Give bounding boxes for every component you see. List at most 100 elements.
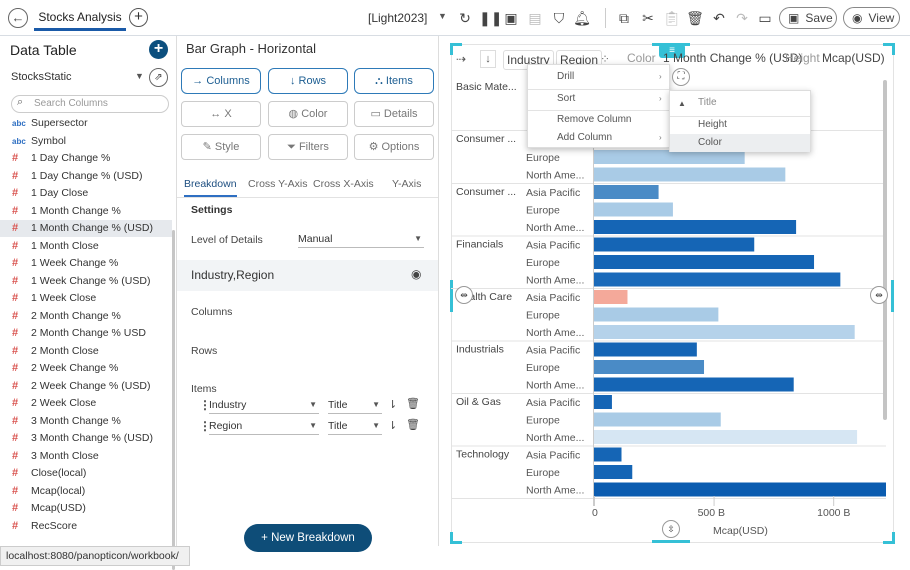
- column-item[interactable]: # Mcap(USD): [0, 500, 172, 517]
- options-button[interactable]: ⚙ Options: [354, 134, 434, 160]
- redo-icon[interactable]: ↷: [736, 10, 748, 26]
- drag-grip-icon[interactable]: ⋮: [199, 398, 211, 412]
- cut-icon[interactable]: ✂: [642, 10, 654, 26]
- column-item[interactable]: #1 Month Change % (USD): [0, 220, 172, 237]
- copy-icon[interactable]: ⧉: [619, 10, 629, 26]
- view-button[interactable]: ◉ View: [843, 7, 900, 29]
- details-button[interactable]: ▭ Details: [354, 101, 434, 127]
- column-item[interactable]: #2 Week Close: [0, 395, 172, 412]
- breakdown-row[interactable]: Industry,Region ◉: [177, 260, 438, 291]
- height-chip[interactable]: Height: [785, 51, 820, 65]
- pdf-icon[interactable]: ▤: [528, 10, 542, 26]
- tab-cross-y-axis[interactable]: Cross Y-Axis: [248, 178, 308, 190]
- sort-order-icon[interactable]: ⇂: [388, 420, 398, 432]
- fullscreen-icon[interactable]: ⛶: [672, 68, 690, 86]
- column-item[interactable]: # RecScore: [0, 518, 172, 535]
- sort-down-icon[interactable]: ↓: [480, 50, 496, 68]
- drag-grip-icon[interactable]: ⋮: [199, 419, 211, 433]
- item-mode-select[interactable]: Title ▼: [328, 417, 382, 435]
- resize-corner-tr[interactable]: [883, 43, 895, 55]
- items-button[interactable]: ⛬ Items: [354, 68, 434, 94]
- paste-icon[interactable]: 📋︎: [663, 10, 681, 26]
- column-item[interactable]: #3 Month Change %: [0, 413, 172, 430]
- menu-item-add-column[interactable]: Add Column: [557, 132, 613, 143]
- column-item[interactable]: abc Supersector: [0, 115, 172, 132]
- resize-handle-right[interactable]: [891, 280, 894, 312]
- column-item[interactable]: #1 Day Close: [0, 185, 172, 202]
- rows-button[interactable]: ↓ Rows: [268, 68, 348, 94]
- columns-button[interactable]: → Columns: [181, 68, 261, 94]
- theme-selector[interactable]: [Light2023]: [368, 11, 428, 25]
- x-button[interactable]: ↔ X: [181, 101, 261, 127]
- filters-button[interactable]: ⏷ Filters: [268, 134, 348, 160]
- data-source-select[interactable]: StocksStatic: [11, 71, 72, 83]
- column-item[interactable]: #1 Week Close: [0, 290, 172, 307]
- column-item[interactable]: #1 Month Change %: [0, 203, 172, 220]
- refresh-icon[interactable]: ↻: [459, 10, 471, 26]
- expand-horizontal-icon[interactable]: ⇹: [870, 286, 888, 304]
- camera-icon[interactable]: ▣: [504, 10, 518, 26]
- resize-corner-br[interactable]: [883, 532, 895, 544]
- column-item[interactable]: #2 Month Close: [0, 343, 172, 360]
- column-item[interactable]: #3 Month Change % (USD): [0, 430, 172, 447]
- scatter-icon[interactable]: ⁘: [600, 52, 611, 66]
- column-item[interactable]: #2 Month Change % USD: [0, 325, 172, 342]
- comment-icon[interactable]: ▭: [758, 10, 772, 26]
- submenu-item-title[interactable]: Title: [698, 97, 717, 108]
- column-item[interactable]: #1 Week Change % (USD): [0, 273, 172, 290]
- back-icon[interactable]: ←: [8, 8, 28, 28]
- column-item[interactable]: #1 Month Close: [0, 238, 172, 255]
- menu-item-remove-column[interactable]: Remove Column: [557, 114, 632, 125]
- delete-icon[interactable]: 🗑︎: [686, 10, 704, 26]
- item-field-select[interactable]: Industry ▼: [209, 396, 319, 414]
- resize-corner-bl[interactable]: [450, 532, 462, 544]
- column-item[interactable]: abc Symbol: [0, 133, 172, 150]
- bell-icon[interactable]: 🔔︎: [573, 10, 591, 26]
- tab-y-axis[interactable]: Y-Axis: [392, 178, 422, 190]
- column-item[interactable]: #1 Week Change %: [0, 255, 172, 272]
- resize-corner-tl[interactable]: [450, 43, 462, 55]
- column-item[interactable]: # Mcap(local): [0, 483, 172, 500]
- chevron-down-icon[interactable]: ▼: [135, 71, 144, 81]
- expand-vertical-icon[interactable]: ⇳: [662, 520, 680, 538]
- drag-handle-icon[interactable]: ≡: [659, 44, 685, 58]
- add-tab-icon[interactable]: +: [129, 8, 148, 27]
- undo-icon[interactable]: ↶: [713, 10, 725, 26]
- color-chip[interactable]: Color: [627, 51, 656, 65]
- resize-handle-bottom[interactable]: [652, 540, 690, 543]
- chevron-down-icon[interactable]: ▼: [438, 11, 447, 21]
- menu-item-drill[interactable]: Drill: [557, 71, 575, 82]
- swap-axes-icon[interactable]: ⇢: [456, 52, 467, 66]
- item-field-select[interactable]: Region ▼: [209, 417, 319, 435]
- scrollbar[interactable]: [172, 230, 175, 570]
- tab-cross-x-axis[interactable]: Cross X-Axis: [313, 178, 374, 190]
- column-item[interactable]: #1 Day Change %: [0, 150, 172, 167]
- column-item[interactable]: #3 Month Close: [0, 448, 172, 465]
- item-mode-select[interactable]: Title ▼: [328, 396, 382, 414]
- menu-item-sort[interactable]: Sort: [557, 93, 576, 104]
- bookmark-icon[interactable]: ⛉: [553, 10, 565, 26]
- tab-breakdown[interactable]: Breakdown: [184, 178, 237, 197]
- sort-order-icon[interactable]: ⇂: [388, 399, 398, 411]
- eye-icon[interactable]: ◉: [411, 267, 422, 281]
- delete-icon[interactable]: 🗑︎: [406, 398, 420, 410]
- tab-stocks-analysis[interactable]: Stocks Analysis: [34, 5, 126, 31]
- mcap-chip[interactable]: Mcap(USD): [822, 51, 885, 65]
- pause-icon[interactable]: ❚❚: [479, 10, 503, 26]
- resize-handle-left[interactable]: [450, 280, 453, 312]
- delete-icon[interactable]: 🗑︎: [406, 419, 420, 431]
- expand-horizontal-icon[interactable]: ⇹: [455, 286, 473, 304]
- scrollbar[interactable]: [883, 80, 887, 420]
- level-of-details-select[interactable]: Manual ▼: [298, 230, 424, 248]
- column-item[interactable]: #2 Week Change %: [0, 360, 172, 377]
- search-columns-input[interactable]: Search Columns: [11, 95, 169, 113]
- column-item[interactable]: #2 Month Change %: [0, 308, 172, 325]
- save-button[interactable]: ▣ Save: [779, 7, 837, 29]
- style-button[interactable]: ✎ Style: [181, 134, 261, 160]
- open-external-icon[interactable]: ⇗: [149, 68, 168, 87]
- submenu-item-height[interactable]: Height: [698, 119, 727, 130]
- measure-chip[interactable]: 1 Month Change % (USD): [663, 51, 803, 65]
- column-item[interactable]: #2 Week Change % (USD): [0, 378, 172, 395]
- add-data-table-icon[interactable]: +: [149, 40, 168, 59]
- new-breakdown-button[interactable]: + New Breakdown: [244, 524, 372, 552]
